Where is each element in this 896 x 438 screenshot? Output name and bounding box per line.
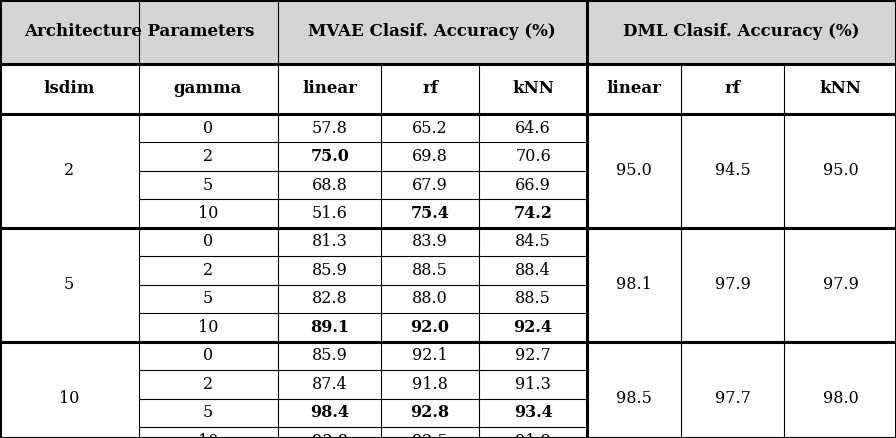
Text: 88.4: 88.4	[515, 262, 551, 279]
Text: 5: 5	[64, 276, 74, 293]
Text: 97.7: 97.7	[715, 390, 751, 407]
Text: 92.4: 92.4	[513, 319, 553, 336]
Text: 91.3: 91.3	[515, 376, 551, 393]
Text: 65.2: 65.2	[412, 120, 448, 137]
Text: 97.9: 97.9	[823, 276, 858, 293]
Text: 91.9: 91.9	[515, 433, 551, 438]
Text: 2: 2	[202, 262, 213, 279]
Text: 92.8: 92.8	[410, 404, 450, 421]
Text: kNN: kNN	[820, 80, 861, 97]
Text: 2: 2	[202, 376, 213, 393]
Text: 5: 5	[202, 290, 213, 307]
Text: 10: 10	[59, 390, 79, 407]
Text: 64.6: 64.6	[515, 120, 551, 137]
Text: Architecture Parameters: Architecture Parameters	[23, 23, 254, 40]
Text: MVAE Clasif. Accuracy (%): MVAE Clasif. Accuracy (%)	[308, 23, 556, 40]
Text: DML Clasif. Accuracy (%): DML Clasif. Accuracy (%)	[624, 23, 859, 40]
Text: 69.8: 69.8	[412, 148, 448, 165]
Text: rf: rf	[422, 80, 438, 97]
Text: 92.0: 92.0	[410, 319, 450, 336]
Text: 84.5: 84.5	[515, 233, 551, 251]
Text: 98.5: 98.5	[616, 390, 652, 407]
Text: 87.4: 87.4	[312, 376, 348, 393]
Text: 95.0: 95.0	[616, 162, 652, 179]
Text: 5: 5	[202, 177, 213, 194]
Text: 97.9: 97.9	[715, 276, 751, 293]
Text: 75.0: 75.0	[310, 148, 349, 165]
Text: 0: 0	[202, 233, 213, 251]
Text: 88.5: 88.5	[412, 262, 448, 279]
Text: linear: linear	[302, 80, 358, 97]
Text: 2: 2	[64, 162, 74, 179]
Text: 92.5: 92.5	[412, 433, 448, 438]
Text: 81.3: 81.3	[312, 233, 348, 251]
Text: 91.8: 91.8	[412, 376, 448, 393]
Text: 83.9: 83.9	[412, 233, 448, 251]
Text: 85.9: 85.9	[312, 347, 348, 364]
Text: linear: linear	[607, 80, 662, 97]
Text: 57.8: 57.8	[312, 120, 348, 137]
Text: 51.6: 51.6	[312, 205, 348, 222]
Text: 82.8: 82.8	[312, 290, 348, 307]
Text: 89.1: 89.1	[310, 319, 349, 336]
Text: 68.8: 68.8	[312, 177, 348, 194]
Text: 93.8: 93.8	[312, 433, 348, 438]
Text: 98.1: 98.1	[616, 276, 652, 293]
Text: 67.9: 67.9	[412, 177, 448, 194]
Text: 95.0: 95.0	[823, 162, 858, 179]
Text: 85.9: 85.9	[312, 262, 348, 279]
Text: 74.2: 74.2	[513, 205, 553, 222]
Text: 75.4: 75.4	[410, 205, 450, 222]
Text: 66.9: 66.9	[515, 177, 551, 194]
Text: 98.0: 98.0	[823, 390, 858, 407]
Text: 88.5: 88.5	[515, 290, 551, 307]
Text: rf: rf	[725, 80, 741, 97]
Text: 2: 2	[202, 148, 213, 165]
Text: 10: 10	[198, 205, 218, 222]
Text: kNN: kNN	[513, 80, 554, 97]
Text: 92.7: 92.7	[515, 347, 551, 364]
Text: 94.5: 94.5	[715, 162, 751, 179]
Text: 88.0: 88.0	[412, 290, 448, 307]
Text: 93.4: 93.4	[513, 404, 553, 421]
Text: 10: 10	[198, 433, 218, 438]
Text: 0: 0	[202, 120, 213, 137]
Text: gamma: gamma	[174, 80, 242, 97]
Text: 5: 5	[202, 404, 213, 421]
Text: 0: 0	[202, 347, 213, 364]
Text: 92.1: 92.1	[412, 347, 448, 364]
Text: lsdim: lsdim	[43, 80, 95, 97]
Text: 10: 10	[198, 319, 218, 336]
Text: 98.4: 98.4	[310, 404, 349, 421]
Text: 70.6: 70.6	[515, 148, 551, 165]
